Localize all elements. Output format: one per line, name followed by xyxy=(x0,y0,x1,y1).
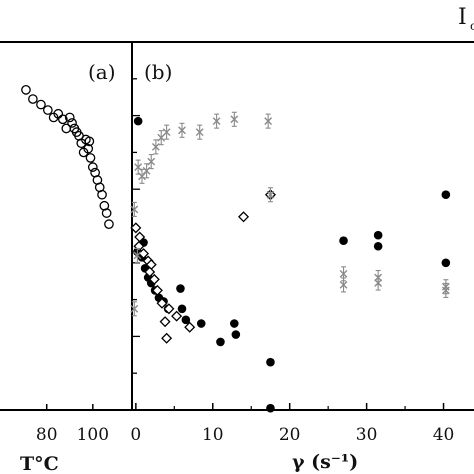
panel-b-x-ticks: 0 10 20 30 40 xyxy=(130,403,454,445)
panel-b-x-errorbar-point xyxy=(147,154,156,170)
panel-b-filled-circle-point xyxy=(441,190,451,200)
panel-a-label: (a) xyxy=(88,60,116,84)
panel-a-data-point xyxy=(43,105,53,115)
panel-a-points xyxy=(21,84,114,230)
panel-b-x-errorbar-point xyxy=(130,201,139,217)
panel-b-open-diamond-point xyxy=(151,284,163,296)
panel-b-open-diamond-point xyxy=(238,211,250,223)
panel-a-data-point xyxy=(28,94,38,104)
panel-b-filled-circle-point xyxy=(177,304,187,314)
panel-a: (a) 80 100 T°C xyxy=(0,41,133,474)
panel-b-open-diamond-point xyxy=(159,316,171,328)
panel-a-data-point xyxy=(36,99,46,110)
panel-b-x-errorbar-point xyxy=(142,163,151,179)
panel-b-x-errorbar-point xyxy=(195,124,204,140)
panel-a-data-point xyxy=(21,84,31,95)
panel-b-filled-circle-point xyxy=(196,319,206,328)
panel-b-filled-circle-point xyxy=(231,330,241,339)
panel-b-x-tick-label: 20 xyxy=(279,425,301,445)
panel-a-data-point xyxy=(67,118,77,128)
panel-a-x-tick-label: 80 xyxy=(36,425,58,445)
panel-a-x-tick-label: 100 xyxy=(77,425,109,445)
panel-b-x-errorbar-point xyxy=(157,130,166,146)
panel-b-x-errorbar-point xyxy=(134,159,143,175)
header-fragment-text: I xyxy=(458,5,467,30)
panel-b-x-errorbar-point xyxy=(264,113,273,129)
panel-b-label: (b) xyxy=(144,60,172,84)
panel-b-filled-circle-point xyxy=(230,319,239,328)
panel-b-x-tick-label: 0 xyxy=(130,425,141,445)
panel-a-data-point xyxy=(85,153,96,163)
panel-a-x-axis-title: T°C xyxy=(20,453,59,474)
panel-b: (b) 0 10 20 30 40 γ (s⁻¹) xyxy=(130,41,474,473)
panel-b-open-diamond-point xyxy=(130,222,142,234)
panel-b-x-axis-title: γ (s⁻¹) xyxy=(292,451,358,473)
panel-b-x-errorbar-point xyxy=(133,247,142,263)
panel-b-x-errorbar-point xyxy=(230,111,239,127)
panel-b-x-tick-label: 40 xyxy=(433,425,455,445)
panel-b-x-errorbar-point xyxy=(130,301,139,317)
panel-b-open-diamond-point xyxy=(156,297,168,309)
panel-b-filled-circle-point xyxy=(441,258,451,268)
panel-a-data-point xyxy=(64,112,75,123)
panel-b-x-errorbar-point xyxy=(178,122,186,138)
panel-b-filled-circle-point xyxy=(216,337,225,347)
panel-b-filled-circle-point xyxy=(266,403,275,413)
panel-b-x-errorbar-point xyxy=(441,282,450,298)
panel-b-x-errorbar-point xyxy=(374,275,383,291)
panel-a-data-point xyxy=(57,114,68,125)
header-subscript-text: c xyxy=(470,19,474,33)
panel-b-open-diamond-point xyxy=(134,231,146,243)
panel-b-open-diamond-point xyxy=(148,273,160,285)
panel-b-filled-circle-point xyxy=(373,230,383,240)
panel-b-x-errorbar-point xyxy=(266,187,275,203)
panel-b-x-errorbar-point xyxy=(138,168,146,184)
panel-b-x-tick-label: 10 xyxy=(202,425,224,445)
panel-b-open-diamond-point xyxy=(144,266,156,278)
panel-a-data-point xyxy=(84,136,95,147)
panel-b-filled-circle-point xyxy=(181,315,191,325)
panel-b-frame xyxy=(131,41,474,411)
panel-a-data-point xyxy=(83,143,94,154)
panel-b-filled-circle-point xyxy=(339,236,348,246)
panel-b-x-errorbar-point xyxy=(339,277,348,293)
panel-a-data-point xyxy=(97,189,107,200)
panel-b-y-ticks xyxy=(132,41,140,411)
panel-b-filled-circle-point xyxy=(133,116,143,126)
panel-a-data-point xyxy=(101,208,112,218)
panel-a-data-point xyxy=(87,162,98,172)
panel-b-filled-circle-point xyxy=(176,284,185,293)
panel-b-open-diamond-point xyxy=(171,310,183,322)
panel-b-filled-circle-point xyxy=(266,357,275,367)
panel-b-x-errorbar-point xyxy=(151,139,160,155)
panel-b-x-errorbar-point xyxy=(162,124,171,140)
panel-b-x-errorbar-point xyxy=(212,113,221,129)
panel-b-x-tick-label: 30 xyxy=(356,425,378,445)
panel-b-open-diamond-point xyxy=(163,303,175,315)
panel-b-points xyxy=(130,111,451,413)
panel-b-filled-circle-point xyxy=(373,241,383,251)
panel-a-x-ticks: 80 100 xyxy=(36,404,109,445)
panel-b-open-diamond-point xyxy=(184,321,196,333)
panel-b-open-diamond-point xyxy=(161,332,173,344)
panel-a-data-point xyxy=(104,219,114,230)
